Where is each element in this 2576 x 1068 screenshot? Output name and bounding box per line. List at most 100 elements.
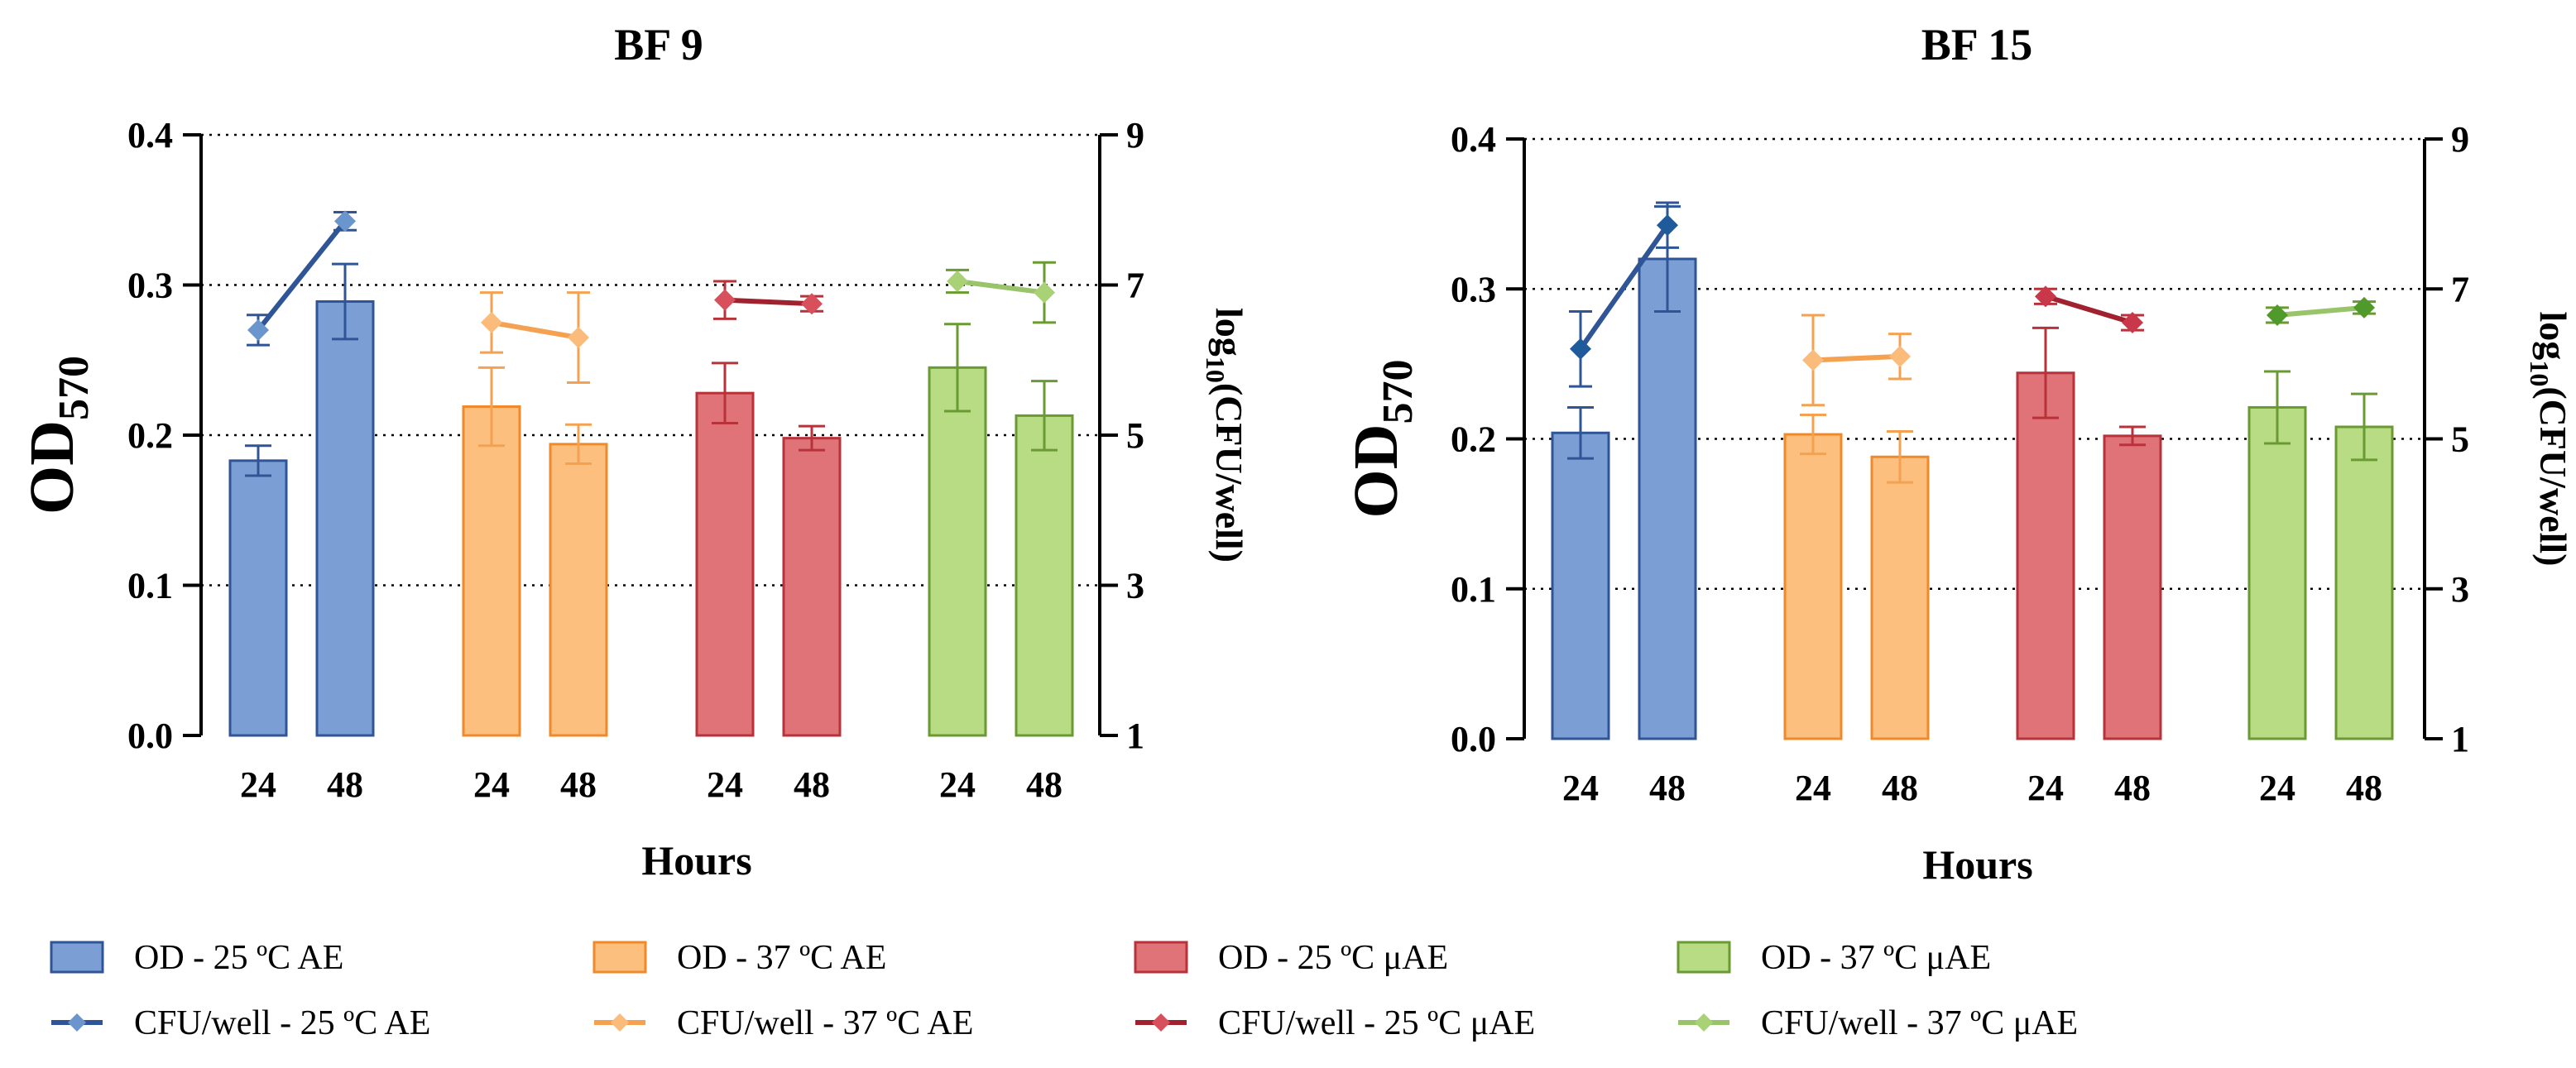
x-tick-label: 48 <box>327 764 363 805</box>
cfu-point-group3-48 <box>801 293 823 315</box>
y2-tick-label: 3 <box>1126 566 1144 606</box>
chart-title: BF 15 <box>1921 20 2033 69</box>
legend: OD - 25 ºC AE OD - 37 ºC AE OD - 25 ºC μAE… <box>50 939 2078 1042</box>
bar-errorbar-group3-24 <box>2032 326 2059 419</box>
y-axis-title-main: OD <box>1341 424 1411 519</box>
cfu-point-group3-48 <box>2122 312 2143 334</box>
x-tick-label: 24 <box>2027 768 2064 808</box>
y2-tick-label: 7 <box>2451 269 2469 309</box>
y-tick-label: 0.3 <box>1451 269 1496 309</box>
bar-group1-48 <box>1638 257 1697 740</box>
cfu-point-group3-24 <box>2035 285 2056 308</box>
x-tick-label: 48 <box>1882 768 1918 808</box>
bar-group4-48 <box>1015 414 1074 737</box>
x-tick-label: 48 <box>794 764 830 805</box>
bar-errorbar-group1-48 <box>332 262 358 341</box>
legend-label-line-1: CFU/well - 25 ºC AE <box>134 1004 430 1042</box>
cfu-point-group4-24 <box>2267 304 2288 326</box>
y-axis-title-main: OD <box>17 420 87 515</box>
bar-errorbar-group1-24 <box>1567 405 1594 460</box>
y2-axis-title-rest: (CFU/well) <box>1208 383 1250 563</box>
y-axis-title: OD570 <box>17 356 98 515</box>
x-tick-label: 24 <box>473 764 510 805</box>
legend-label-line-3: CFU/well - 25 ºC μAE <box>1218 1004 1535 1042</box>
bar-errorbar-group4-24 <box>944 323 971 413</box>
cfu-point-group1-48 <box>334 210 356 232</box>
legend-label-bar-2: OD - 37 ºC AE <box>677 939 886 977</box>
legend-label-bar-4: OD - 37 ºC μAE <box>1761 939 1991 977</box>
y2-tick-label: 1 <box>1126 716 1144 756</box>
bar-group1-24 <box>228 459 288 737</box>
bar-errorbar-group2-24 <box>1800 414 1826 456</box>
cfu-line-group4 <box>957 278 1045 295</box>
y2-axis-title: log10(CFU/well) <box>2525 312 2574 567</box>
bar-group3-48 <box>2103 434 2162 740</box>
cfu-line-group2 <box>491 319 579 340</box>
x-tick-label: 24 <box>2259 768 2295 808</box>
y-axis-title: OD570 <box>1341 360 1422 519</box>
y-tick-label: 0.1 <box>127 566 173 606</box>
x-tick-label: 24 <box>707 764 743 805</box>
cfu-line-group3 <box>724 297 813 307</box>
legend-label-line-4: CFU/well - 37 ºC μAE <box>1761 1004 2078 1042</box>
y-tick-label: 0.3 <box>127 266 173 306</box>
cfu-point-group3-24 <box>714 289 736 311</box>
legend-swatch-marker-1 <box>68 1013 86 1032</box>
cfu-point-group4-24 <box>947 270 968 292</box>
bar-errorbar-group2-24 <box>478 366 505 448</box>
bar-group4-24 <box>2247 405 2307 740</box>
y-axis-title-sub: 570 <box>1374 360 1422 424</box>
y2-axis-title-sub: 10 <box>2525 360 2554 386</box>
x-tick-label: 48 <box>1026 764 1063 805</box>
bar-errorbar-group3-48 <box>799 424 825 452</box>
legend-swatch-bar-4 <box>1677 941 1731 974</box>
x-tick-label: 48 <box>1649 768 1686 808</box>
y-tick-label: 0.2 <box>1451 419 1496 460</box>
bar-group2-24 <box>462 405 521 737</box>
legend-swatch-marker-2 <box>611 1013 629 1032</box>
y2-axis-title-rest: (CFU/well) <box>2532 386 2574 566</box>
bar-group1-48 <box>315 299 375 737</box>
cfu-line-group3 <box>2045 294 2133 325</box>
y2-axis-title-log: log <box>1208 308 1250 357</box>
x-axis-title: Hours <box>1922 841 2032 888</box>
y2-tick-label: 3 <box>2451 569 2469 610</box>
y-tick-label: 0.0 <box>1451 719 1496 759</box>
legend-label-line-2: CFU/well - 37 ºC AE <box>677 1004 973 1042</box>
cfu-point-group2-48 <box>568 327 589 349</box>
y-tick-label: 0.4 <box>127 115 173 156</box>
y-axis-title-sub: 570 <box>50 356 98 420</box>
cfu-point-group2-24 <box>1802 349 1824 371</box>
y-tick-label: 0.0 <box>127 716 173 756</box>
legend-swatch-marker-3 <box>1152 1013 1170 1032</box>
y2-tick-label: 9 <box>2451 119 2469 160</box>
legend-swatch-bar-2 <box>592 941 647 974</box>
y-tick-label: 0.2 <box>127 415 173 456</box>
chart-bf9: BF 9 0.0 0.1 0.2 0.3 0.4 1 3 5 7 9 OD570 log10(CFU/w… <box>17 20 1250 884</box>
cfu-point-group2-48 <box>1889 345 1911 367</box>
cfu-point-group2-24 <box>481 311 502 333</box>
y-tick-label: 0.4 <box>1451 119 1496 160</box>
cfu-line-group1 <box>256 219 348 332</box>
legend-label-bar-1: OD - 25 ºC AE <box>134 939 343 977</box>
bar-group4-24 <box>928 366 987 737</box>
cfu-line-group1 <box>1578 223 1670 351</box>
x-tick-label: 24 <box>939 764 976 805</box>
y2-tick-label: 1 <box>2451 719 2469 759</box>
y2-tick-label: 7 <box>1126 266 1144 306</box>
bar-group3-48 <box>782 437 842 737</box>
cfu-line-group2 <box>1812 353 1901 363</box>
cfu-line-group4 <box>2276 304 2365 318</box>
cfu-point-group4-48 <box>2353 296 2375 318</box>
x-tick-label: 48 <box>2114 768 2151 808</box>
cfu-point-group1-24 <box>247 318 269 341</box>
cfu-point-group1-48 <box>1657 214 1678 237</box>
legend-swatch-marker-4 <box>1695 1013 1713 1032</box>
legend-swatch-bar-3 <box>1134 941 1188 974</box>
bar-group1-24 <box>1551 431 1610 740</box>
chart-bf15: BF 15 0.0 0.1 0.2 0.3 0.4 1 3 5 7 9 OD570 log10(CFU/… <box>1341 20 2574 888</box>
bar-group2-48 <box>549 443 608 737</box>
bar-group2-48 <box>1870 455 1930 740</box>
bar-errorbar-group4-48 <box>1031 380 1058 452</box>
